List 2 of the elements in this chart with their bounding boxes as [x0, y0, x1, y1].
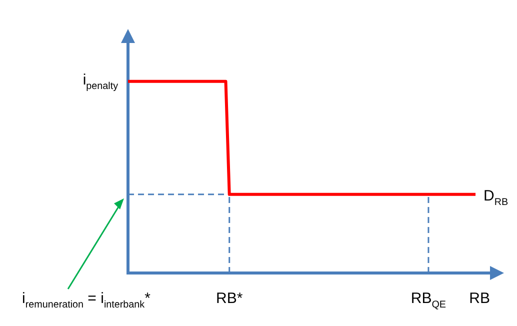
x-tick-label: RB*: [216, 290, 243, 307]
x-axis-title: RB: [469, 290, 490, 307]
